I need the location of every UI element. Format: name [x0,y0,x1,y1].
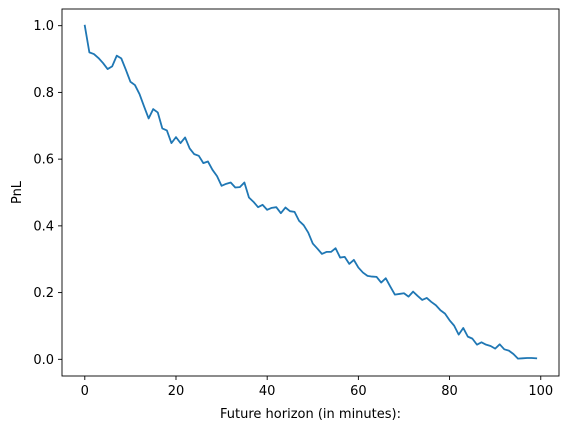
ticks-layer: 0 20 40 60 80 100 0.0 0.2 0.4 0.6 0.8 1.0 [33,19,553,399]
y-tick-label: 0.2 [33,286,54,301]
x-tick-label: 100 [528,384,553,399]
y-tick-label: 0.4 [33,219,54,234]
y-tick-label: 1.0 [33,19,54,34]
y-tick-label: 0.0 [33,353,54,368]
y-tick-label: 0.8 [33,86,54,101]
x-tick-label: 20 [168,384,185,399]
y-tick-label: 0.6 [33,153,54,168]
x-tick-label: 80 [441,384,458,399]
y-axis-label: PnL [10,180,25,204]
series-line [83,24,538,360]
series-layer [83,24,538,360]
x-tick-label: 60 [350,384,367,399]
x-tick-label: 40 [259,384,276,399]
plot-area [62,9,559,376]
plot-frame [61,8,560,377]
x-tick-label: 0 [81,384,89,399]
x-axis-label: Future horizon (in minutes): [220,407,401,422]
